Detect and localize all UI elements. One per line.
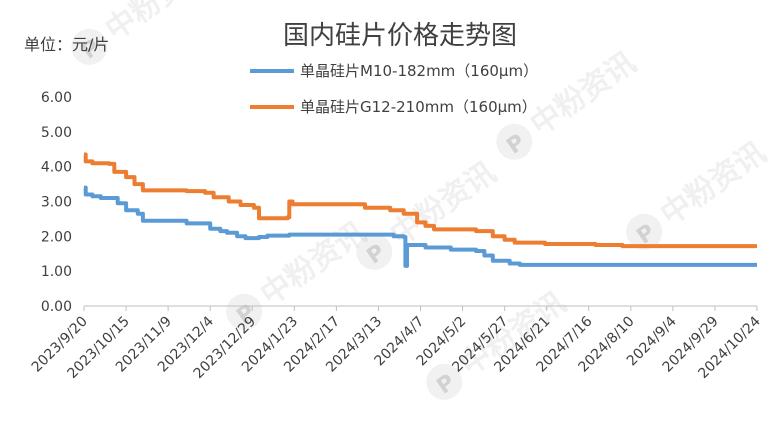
svg-text:中粉资讯: 中粉资讯 (654, 135, 770, 232)
svg-text:中粉资讯: 中粉资讯 (99, 0, 217, 48)
series-line-g12 (83, 152, 757, 249)
y-tick-label: 3.00 (41, 195, 72, 211)
y-axis: 0.00 1.00 2.00 3.00 4.00 5.00 6.00 (41, 90, 72, 315)
legend: 单晶硅片M10-182mm（160μm） 单晶硅片G12-210mm（160μm） (250, 62, 538, 116)
legend-label: 单晶硅片M10-182mm（160μm） (300, 62, 538, 80)
svg-text:中粉资讯: 中粉资讯 (254, 215, 372, 312)
unit-label: 单位：元/片 (24, 35, 109, 54)
legend-label: 单晶硅片G12-210mm（160μm） (300, 98, 537, 116)
y-tick-label: 5.00 (41, 125, 72, 141)
y-tick-label: 2.00 (41, 229, 72, 245)
series-line-m10 (83, 185, 757, 268)
y-tick-label: 0.00 (41, 299, 72, 315)
chart-title: 国内硅片价格走势图 (283, 21, 517, 51)
x-axis: 2023/9/202023/10/152023/11/92023/12/4202… (29, 305, 764, 382)
y-tick-label: 4.00 (41, 160, 72, 176)
svg-text:中粉资讯: 中粉资讯 (524, 45, 642, 142)
y-tick-label: 1.00 (41, 264, 72, 280)
series-layer (83, 152, 757, 268)
svg-text:中粉资讯: 中粉资讯 (454, 285, 572, 382)
y-tick-label: 6.00 (41, 90, 72, 106)
